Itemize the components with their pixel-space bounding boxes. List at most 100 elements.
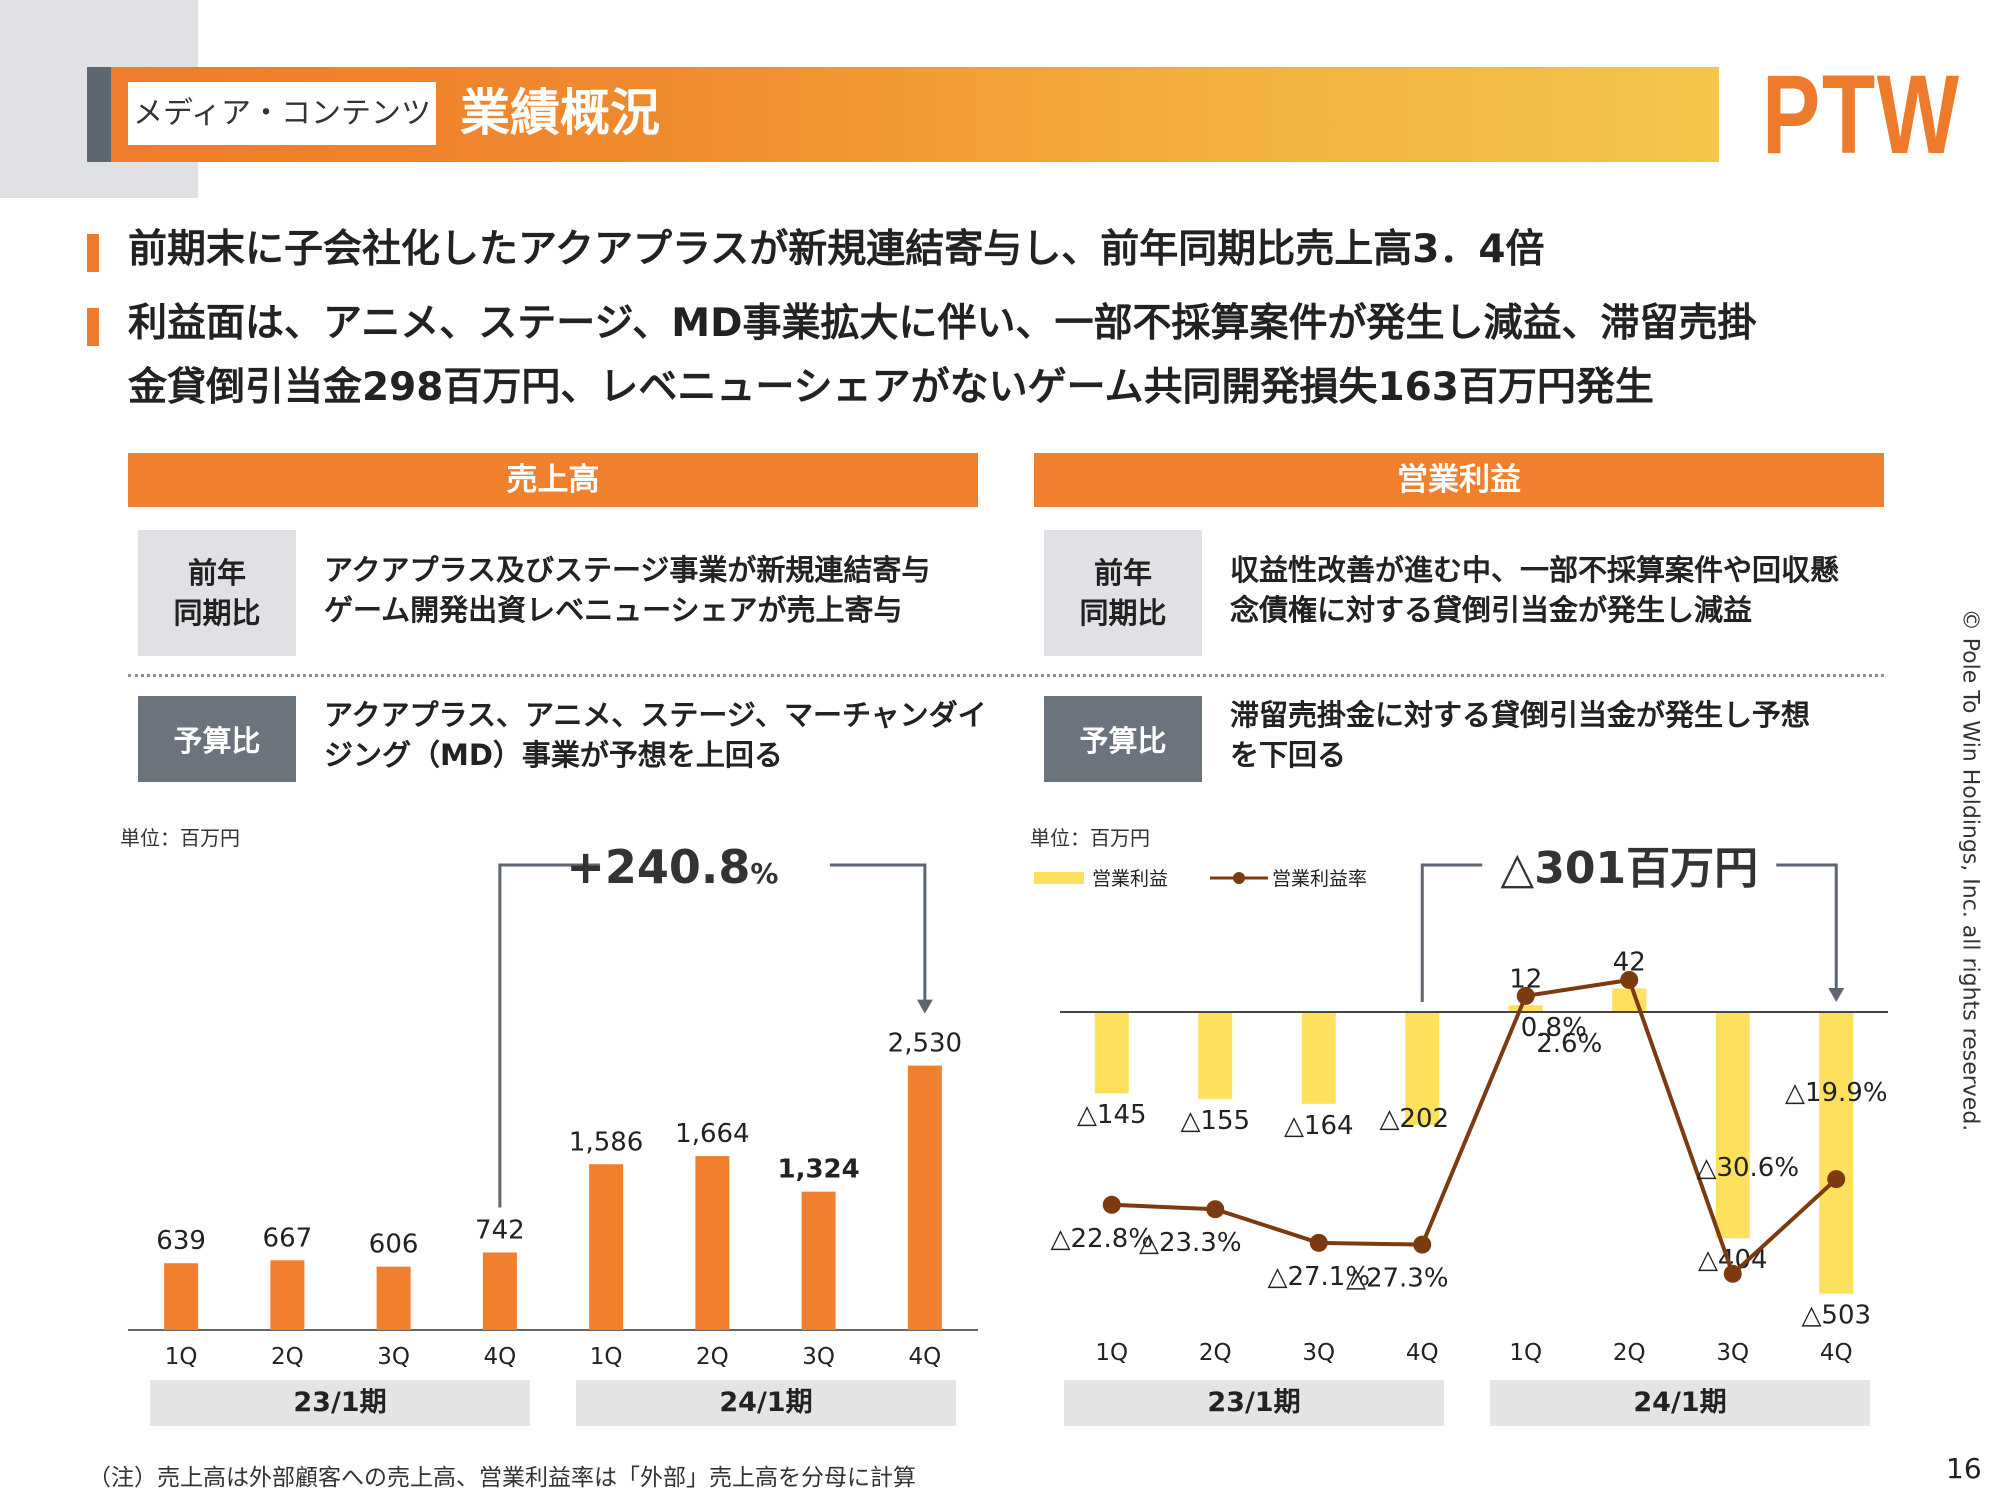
- profit-rate-point: [1723, 1264, 1742, 1283]
- sales-period-24: 24/1期: [576, 1380, 956, 1426]
- bullet-marker: [87, 234, 99, 272]
- profit-category-label: 4Q: [1406, 1340, 1439, 1366]
- dotted-separator: [128, 674, 1884, 677]
- profit-rate-point: [1620, 970, 1639, 989]
- text-line: 滞留売掛金に対する貸倒引当金が発生し予想: [1230, 698, 1811, 732]
- profit-rate-point: [1206, 1200, 1225, 1219]
- sales-value-label: 639: [156, 1226, 206, 1256]
- category-tag: メディア・コンテンツ: [128, 82, 436, 145]
- profit-category-label: 1Q: [1095, 1340, 1128, 1366]
- sales-chart: 639 1Q 667 2Q 606 3Q 742 4Q 1,586 1Q 1,664 2Q 1,324 3…: [128, 840, 978, 1370]
- sales-bar: [482, 1252, 517, 1330]
- sales-bar: [164, 1263, 199, 1330]
- text-line: アクアプラス及びステージ事業が新規連結寄与: [324, 553, 931, 587]
- sales-category-label: 1Q: [165, 1344, 198, 1370]
- sales-unit-label: 単位：百万円: [120, 826, 240, 850]
- legend-line-marker: [1233, 872, 1245, 884]
- sales-category-label: 3Q: [802, 1344, 835, 1370]
- profit-value-label: △155: [1180, 1106, 1250, 1136]
- bullet-marker: [87, 308, 99, 346]
- legend-bar-label: 営業利益: [1092, 868, 1168, 890]
- profit-change-annotation: △301百万円: [1500, 843, 1758, 894]
- profit-category-label: 3Q: [1302, 1340, 1335, 1366]
- sales-category-label: 2Q: [696, 1344, 729, 1370]
- profit-bar: [1301, 1012, 1336, 1104]
- text-line: ジング（MD）事業が予想を上回る: [324, 738, 783, 772]
- legend-bar-swatch: [1034, 872, 1084, 884]
- profit-change-bracket: [1420, 863, 1838, 1002]
- profit-category-label: 3Q: [1716, 1340, 1749, 1366]
- profit-period-23: 23/1期: [1064, 1380, 1444, 1426]
- sales-period-23: 23/1期: [150, 1380, 530, 1426]
- profit-value-label: △164: [1284, 1111, 1354, 1141]
- profit-yoy-label: 前年 同期比: [1044, 530, 1202, 656]
- profit-rate-label: 2.6%: [1536, 1029, 1602, 1059]
- sales-value-label: 742: [475, 1215, 525, 1245]
- page-number: 16: [1946, 1452, 1982, 1485]
- profit-rate-label: △22.8%: [1050, 1224, 1153, 1254]
- profit-bar: [1819, 1012, 1854, 1294]
- profit-rate-label: △23.3%: [1139, 1228, 1242, 1258]
- sales-category-label: 4Q: [909, 1344, 942, 1370]
- profit-section-header: 営業利益: [1034, 453, 1884, 507]
- bullet-2: 利益面は、アニメ、ステージ、MD事業拡大に伴い、一部不採算案件が発生し減益、滞留…: [128, 301, 1757, 346]
- profit-bar: [1198, 1012, 1233, 1099]
- profit-category-label: 2Q: [1613, 1340, 1646, 1366]
- sales-budget-text: アクアプラス、アニメ、ステージ、マーチャンダイ ジング（MD）事業が予想を上回る: [324, 695, 1004, 775]
- sales-value-label: 1,324: [778, 1155, 860, 1185]
- legend-line-label: 営業利益率: [1272, 868, 1367, 890]
- sales-value-label: 1,586: [569, 1127, 643, 1157]
- profit-unit-label: 単位：百万円: [1030, 826, 1150, 850]
- profit-bar: [1508, 1005, 1543, 1012]
- page-title: 業績概況: [460, 84, 660, 142]
- label-line: 前年: [1093, 556, 1152, 590]
- profit-budget-label: 予算比: [1044, 696, 1202, 782]
- profit-value-label: △145: [1077, 1100, 1147, 1130]
- profit-rate-label: △27.3%: [1346, 1264, 1449, 1294]
- profit-category-label: 4Q: [1820, 1340, 1853, 1366]
- text-line: を下回る: [1230, 738, 1347, 772]
- label-line: 同期比: [173, 596, 261, 630]
- sales-budget-label: 予算比: [138, 696, 296, 782]
- profit-rate-label: △27.1%: [1267, 1262, 1370, 1292]
- profit-category-label: 1Q: [1509, 1340, 1542, 1366]
- sales-yoy-label: 前年 同期比: [138, 530, 296, 656]
- sales-value-label: 1,664: [675, 1119, 749, 1149]
- sales-growth-arrowhead: [916, 999, 933, 1014]
- profit-rate-label: △30.6%: [1696, 1153, 1799, 1183]
- profit-yoy-text: 収益性改善が進む中、一部不採算案件や回収懸 念債権に対する貸倒引当金が発生し減益: [1230, 550, 1910, 630]
- profit-rate-point: [1516, 986, 1535, 1005]
- sales-growth-bracket: [498, 863, 927, 1208]
- sales-section-header: 売上高: [128, 453, 978, 507]
- profit-rate-point: [1102, 1195, 1121, 1214]
- profit-rate-line: [1111, 977, 1838, 1278]
- profit-chart: 営業利益 営業利益率△1451Q△1552Q△1643Q△2024Q121Q422…: [1034, 843, 1888, 1366]
- profit-rate-point: [1413, 1235, 1432, 1254]
- label-line: 同期比: [1079, 596, 1167, 630]
- sales-bar: [589, 1164, 624, 1330]
- profit-rate-point: [1827, 1170, 1846, 1189]
- text-line: 収益性改善が進む中、一部不採算案件や回収懸: [1230, 553, 1840, 587]
- profit-rate-point: [1309, 1233, 1328, 1252]
- sales-growth-annotation: +240.8%: [566, 840, 778, 894]
- profit-bar: [1405, 1012, 1440, 1126]
- sales-value-label: 2,530: [888, 1029, 962, 1059]
- text-line: 念債権に対する貸倒引当金が発生し減益: [1230, 593, 1753, 627]
- sales-category-label: 4Q: [484, 1344, 517, 1370]
- profit-value-label: △503: [1801, 1301, 1871, 1331]
- profit-budget-text: 滞留売掛金に対する貸倒引当金が発生し予想 を下回る: [1230, 695, 1910, 775]
- copyright: © Pole To Win Holdings, Inc. all rights …: [1957, 608, 1983, 1132]
- sales-category-label: 2Q: [271, 1344, 304, 1370]
- sales-bar: [376, 1266, 411, 1330]
- bullet-1: 前期末に子会社化したアクアプラスが新規連結寄与し、前年同期比売上高3．4倍: [128, 227, 1545, 272]
- profit-bar: [1715, 1012, 1750, 1239]
- sales-category-label: 1Q: [590, 1344, 623, 1370]
- text-line: アクアプラス、アニメ、ステージ、マーチャンダイ: [324, 698, 987, 732]
- profit-bar: [1094, 1012, 1129, 1094]
- sales-bar: [907, 1065, 942, 1330]
- sales-value-label: 667: [263, 1223, 313, 1253]
- sales-value-label: 606: [369, 1230, 419, 1260]
- sales-bar: [801, 1191, 836, 1330]
- profit-category-label: 2Q: [1199, 1340, 1232, 1366]
